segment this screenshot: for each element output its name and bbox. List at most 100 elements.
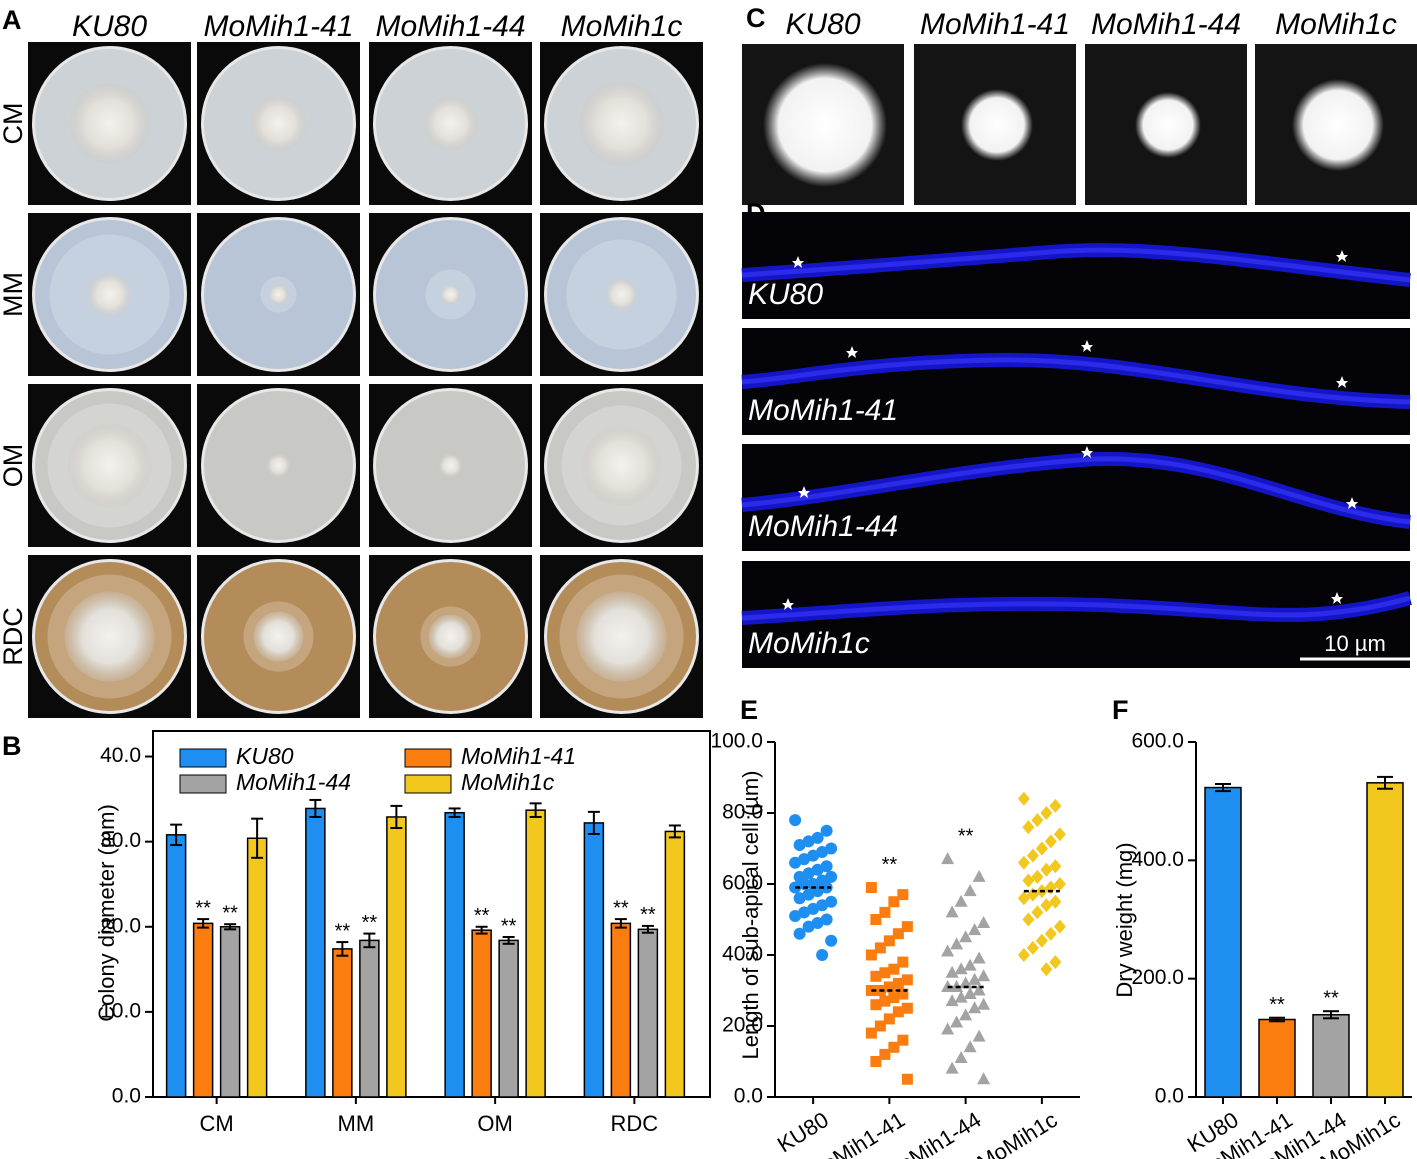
y-tick-label: 400.0 <box>1131 848 1184 871</box>
point <box>865 949 877 961</box>
point <box>798 853 811 866</box>
colony <box>423 96 478 151</box>
point <box>1049 859 1062 874</box>
y-tick-label: 80.0 <box>722 801 763 824</box>
y-tick-label: 10.0 <box>100 999 141 1022</box>
strain-label: MoMih1c <box>748 627 870 660</box>
bar <box>583 822 605 1098</box>
point <box>901 921 913 933</box>
point <box>1022 873 1035 888</box>
panel-label: A <box>2 5 22 35</box>
colony <box>253 611 304 662</box>
point <box>1049 955 1062 970</box>
point <box>945 1061 959 1074</box>
point <box>892 928 904 940</box>
legend-swatch <box>179 774 227 794</box>
point <box>892 1006 904 1018</box>
point <box>888 1041 900 1053</box>
hypha-photo <box>742 328 1410 435</box>
point <box>793 838 806 851</box>
point <box>879 967 891 979</box>
point <box>1022 820 1035 835</box>
bar <box>305 807 326 1098</box>
point <box>1040 806 1053 820</box>
septum-star <box>782 598 794 610</box>
septum-star <box>1336 250 1348 262</box>
point <box>954 1050 968 1063</box>
point <box>870 999 882 1011</box>
point <box>972 869 986 882</box>
point <box>825 842 838 855</box>
error-bar <box>336 941 349 957</box>
panel-label: E <box>740 695 758 725</box>
point <box>874 1020 886 1032</box>
colony <box>87 272 132 317</box>
colony <box>67 423 152 508</box>
point <box>1017 855 1030 870</box>
point <box>888 963 900 975</box>
significance-label: ** <box>640 904 656 926</box>
bar <box>332 948 353 1098</box>
point <box>793 927 806 940</box>
x-tick-label: MM <box>338 1111 375 1136</box>
colony <box>268 284 289 305</box>
septum-star <box>846 346 858 358</box>
septum-star <box>1346 497 1358 509</box>
y-tick-label: 600.0 <box>1131 730 1184 753</box>
error-bar <box>641 924 654 934</box>
point <box>941 1022 955 1035</box>
point <box>1040 898 1053 913</box>
y-tick-label: 100.0 <box>710 730 763 753</box>
point <box>977 1072 991 1085</box>
point <box>1040 862 1053 877</box>
point <box>811 831 824 844</box>
point <box>950 937 964 950</box>
point <box>1044 834 1057 849</box>
point <box>901 1073 913 1085</box>
legend-label: KU80 <box>236 743 294 769</box>
colony <box>605 278 638 311</box>
point <box>892 977 904 989</box>
y-axis-label: Length of sub-apical cell (µm) <box>738 770 763 1059</box>
x-tick-label: KU80 <box>773 1107 833 1157</box>
strain-label: KU80 <box>748 278 823 311</box>
panel-label: F <box>1112 695 1129 725</box>
point <box>1031 869 1044 884</box>
column-header: MoMih1c <box>1275 8 1397 41</box>
point <box>811 863 824 876</box>
error-bar <box>1323 1010 1339 1020</box>
legend-swatch <box>404 774 452 794</box>
point <box>825 895 838 908</box>
panel-label: B <box>2 731 22 761</box>
point <box>977 916 991 929</box>
x-tick-label: CM <box>200 1111 234 1136</box>
point <box>897 889 909 901</box>
error-bar <box>614 918 627 929</box>
point <box>820 860 833 873</box>
point <box>950 1015 964 1028</box>
legend-swatch <box>404 748 452 768</box>
point <box>977 969 991 982</box>
point <box>968 972 982 985</box>
point <box>825 870 838 883</box>
point <box>1053 827 1066 842</box>
row-label: RDC <box>0 607 28 666</box>
plot-frame <box>152 730 711 1098</box>
point <box>968 1001 982 1014</box>
bar <box>444 811 465 1098</box>
point <box>968 923 982 936</box>
significance-label: ** <box>958 825 974 847</box>
bar <box>1312 1014 1350 1098</box>
bar <box>498 939 519 1098</box>
error-bar <box>587 810 600 835</box>
point <box>888 992 900 1004</box>
significance-label: ** <box>613 897 629 919</box>
error-bar <box>502 935 515 945</box>
strain-label: MoMih1-41 <box>748 394 898 427</box>
colony <box>64 591 155 682</box>
significance-label: ** <box>222 902 238 924</box>
column-header: MoMih1-41 <box>203 10 353 43</box>
point <box>1049 894 1062 909</box>
point <box>802 867 815 880</box>
point <box>811 917 824 930</box>
